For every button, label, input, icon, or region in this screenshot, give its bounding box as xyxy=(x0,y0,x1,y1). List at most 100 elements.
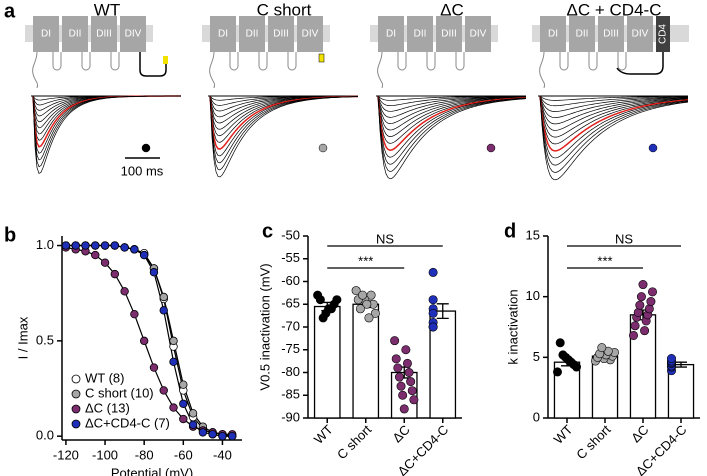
y-axis-label: I / Imax xyxy=(15,316,30,359)
data-point xyxy=(91,241,100,250)
data-point xyxy=(370,308,380,318)
data-point xyxy=(402,358,412,368)
data-point xyxy=(228,431,237,441)
n-tail xyxy=(32,51,38,89)
data-point xyxy=(646,297,656,307)
domain-box xyxy=(91,16,117,52)
x-tick-label: WT xyxy=(551,422,576,447)
data-point xyxy=(355,304,365,314)
data-point xyxy=(169,357,178,367)
scale-bar-label: 100 ms xyxy=(121,163,164,178)
domain-box xyxy=(465,16,491,52)
data-point xyxy=(640,326,650,336)
legend-marker xyxy=(71,404,81,414)
domain-box xyxy=(268,16,294,52)
x-tick-label: -80 xyxy=(135,447,154,462)
current-trace xyxy=(32,95,182,117)
current-trace xyxy=(377,95,527,112)
domain-label: DII xyxy=(414,29,427,40)
condition-title: ΔC xyxy=(440,0,464,19)
domain-label: DI xyxy=(41,29,51,40)
y-tick-label: -80 xyxy=(281,364,300,379)
y-tick-label: 0.5 xyxy=(36,332,54,347)
data-point xyxy=(110,241,120,250)
data-point xyxy=(362,299,372,309)
domain-box xyxy=(407,16,433,52)
domain-box xyxy=(62,16,88,52)
loop xyxy=(617,52,627,71)
domain-box xyxy=(120,16,146,52)
current-trace xyxy=(539,95,689,125)
domain-label: DIII xyxy=(603,29,619,40)
condition-dot xyxy=(648,143,658,153)
data-point xyxy=(139,336,149,346)
domain-box xyxy=(627,16,653,52)
data-point xyxy=(110,269,120,279)
data-point xyxy=(555,338,565,348)
data-point xyxy=(351,286,361,296)
data-point xyxy=(396,381,406,391)
loop xyxy=(588,52,598,71)
data-point xyxy=(409,395,419,405)
panel-label: c xyxy=(262,220,273,242)
data-point xyxy=(401,345,411,355)
domain-box xyxy=(598,16,624,52)
loop xyxy=(81,52,91,71)
data-point xyxy=(139,250,149,260)
data-point xyxy=(391,354,401,364)
loop xyxy=(397,52,407,71)
domain-label: DIV xyxy=(470,29,487,40)
current-trace xyxy=(539,95,689,112)
legend-marker xyxy=(71,389,81,399)
data-point xyxy=(407,386,417,396)
loop xyxy=(258,52,268,71)
data-point xyxy=(638,280,648,290)
current-trace xyxy=(377,95,527,118)
current-trace xyxy=(209,95,359,178)
data-point xyxy=(428,295,438,305)
current-trace xyxy=(32,95,182,148)
current-trace xyxy=(377,95,527,137)
loop xyxy=(110,52,120,71)
data-point xyxy=(159,292,168,302)
data-point xyxy=(120,243,129,252)
condition-dot xyxy=(486,143,496,153)
x-tick-label: C short xyxy=(573,422,614,463)
domain-label: DIII xyxy=(96,29,112,40)
data-point xyxy=(120,287,129,296)
condition-dot xyxy=(141,143,151,153)
condition-dot xyxy=(318,143,328,153)
data-point xyxy=(394,372,404,382)
data-point xyxy=(428,322,438,332)
domain-label: DIII xyxy=(273,29,289,40)
data-point xyxy=(208,430,217,439)
y-tick-label: -50 xyxy=(281,227,300,242)
current-trace xyxy=(539,95,689,181)
data-point xyxy=(130,309,139,319)
cd4-box xyxy=(656,16,670,52)
data-point xyxy=(428,308,438,318)
x-axis-label: Potential (mV) xyxy=(111,465,193,476)
current-trace xyxy=(539,95,689,138)
comparison-label: NS xyxy=(615,231,633,246)
data-point xyxy=(633,307,643,317)
current-trace xyxy=(32,95,182,168)
domain-label: DIV xyxy=(302,29,319,40)
y-tick-label: 0.0 xyxy=(36,428,54,443)
data-point xyxy=(149,363,159,372)
domain-box xyxy=(33,16,59,52)
data-point xyxy=(364,313,374,323)
current-trace xyxy=(539,95,689,159)
panel-label: b xyxy=(4,224,16,246)
comparison-label: *** xyxy=(597,253,612,268)
current-trace xyxy=(377,95,527,124)
data-point xyxy=(149,268,159,277)
legend-label: ΔC+CD4-C (7) xyxy=(85,415,170,430)
x-tick-label: -60 xyxy=(174,447,193,462)
domain-label: DII xyxy=(69,29,82,40)
current-trace xyxy=(539,95,689,118)
legend-marker xyxy=(71,419,81,429)
current-trace xyxy=(377,95,527,165)
loop xyxy=(229,52,239,71)
